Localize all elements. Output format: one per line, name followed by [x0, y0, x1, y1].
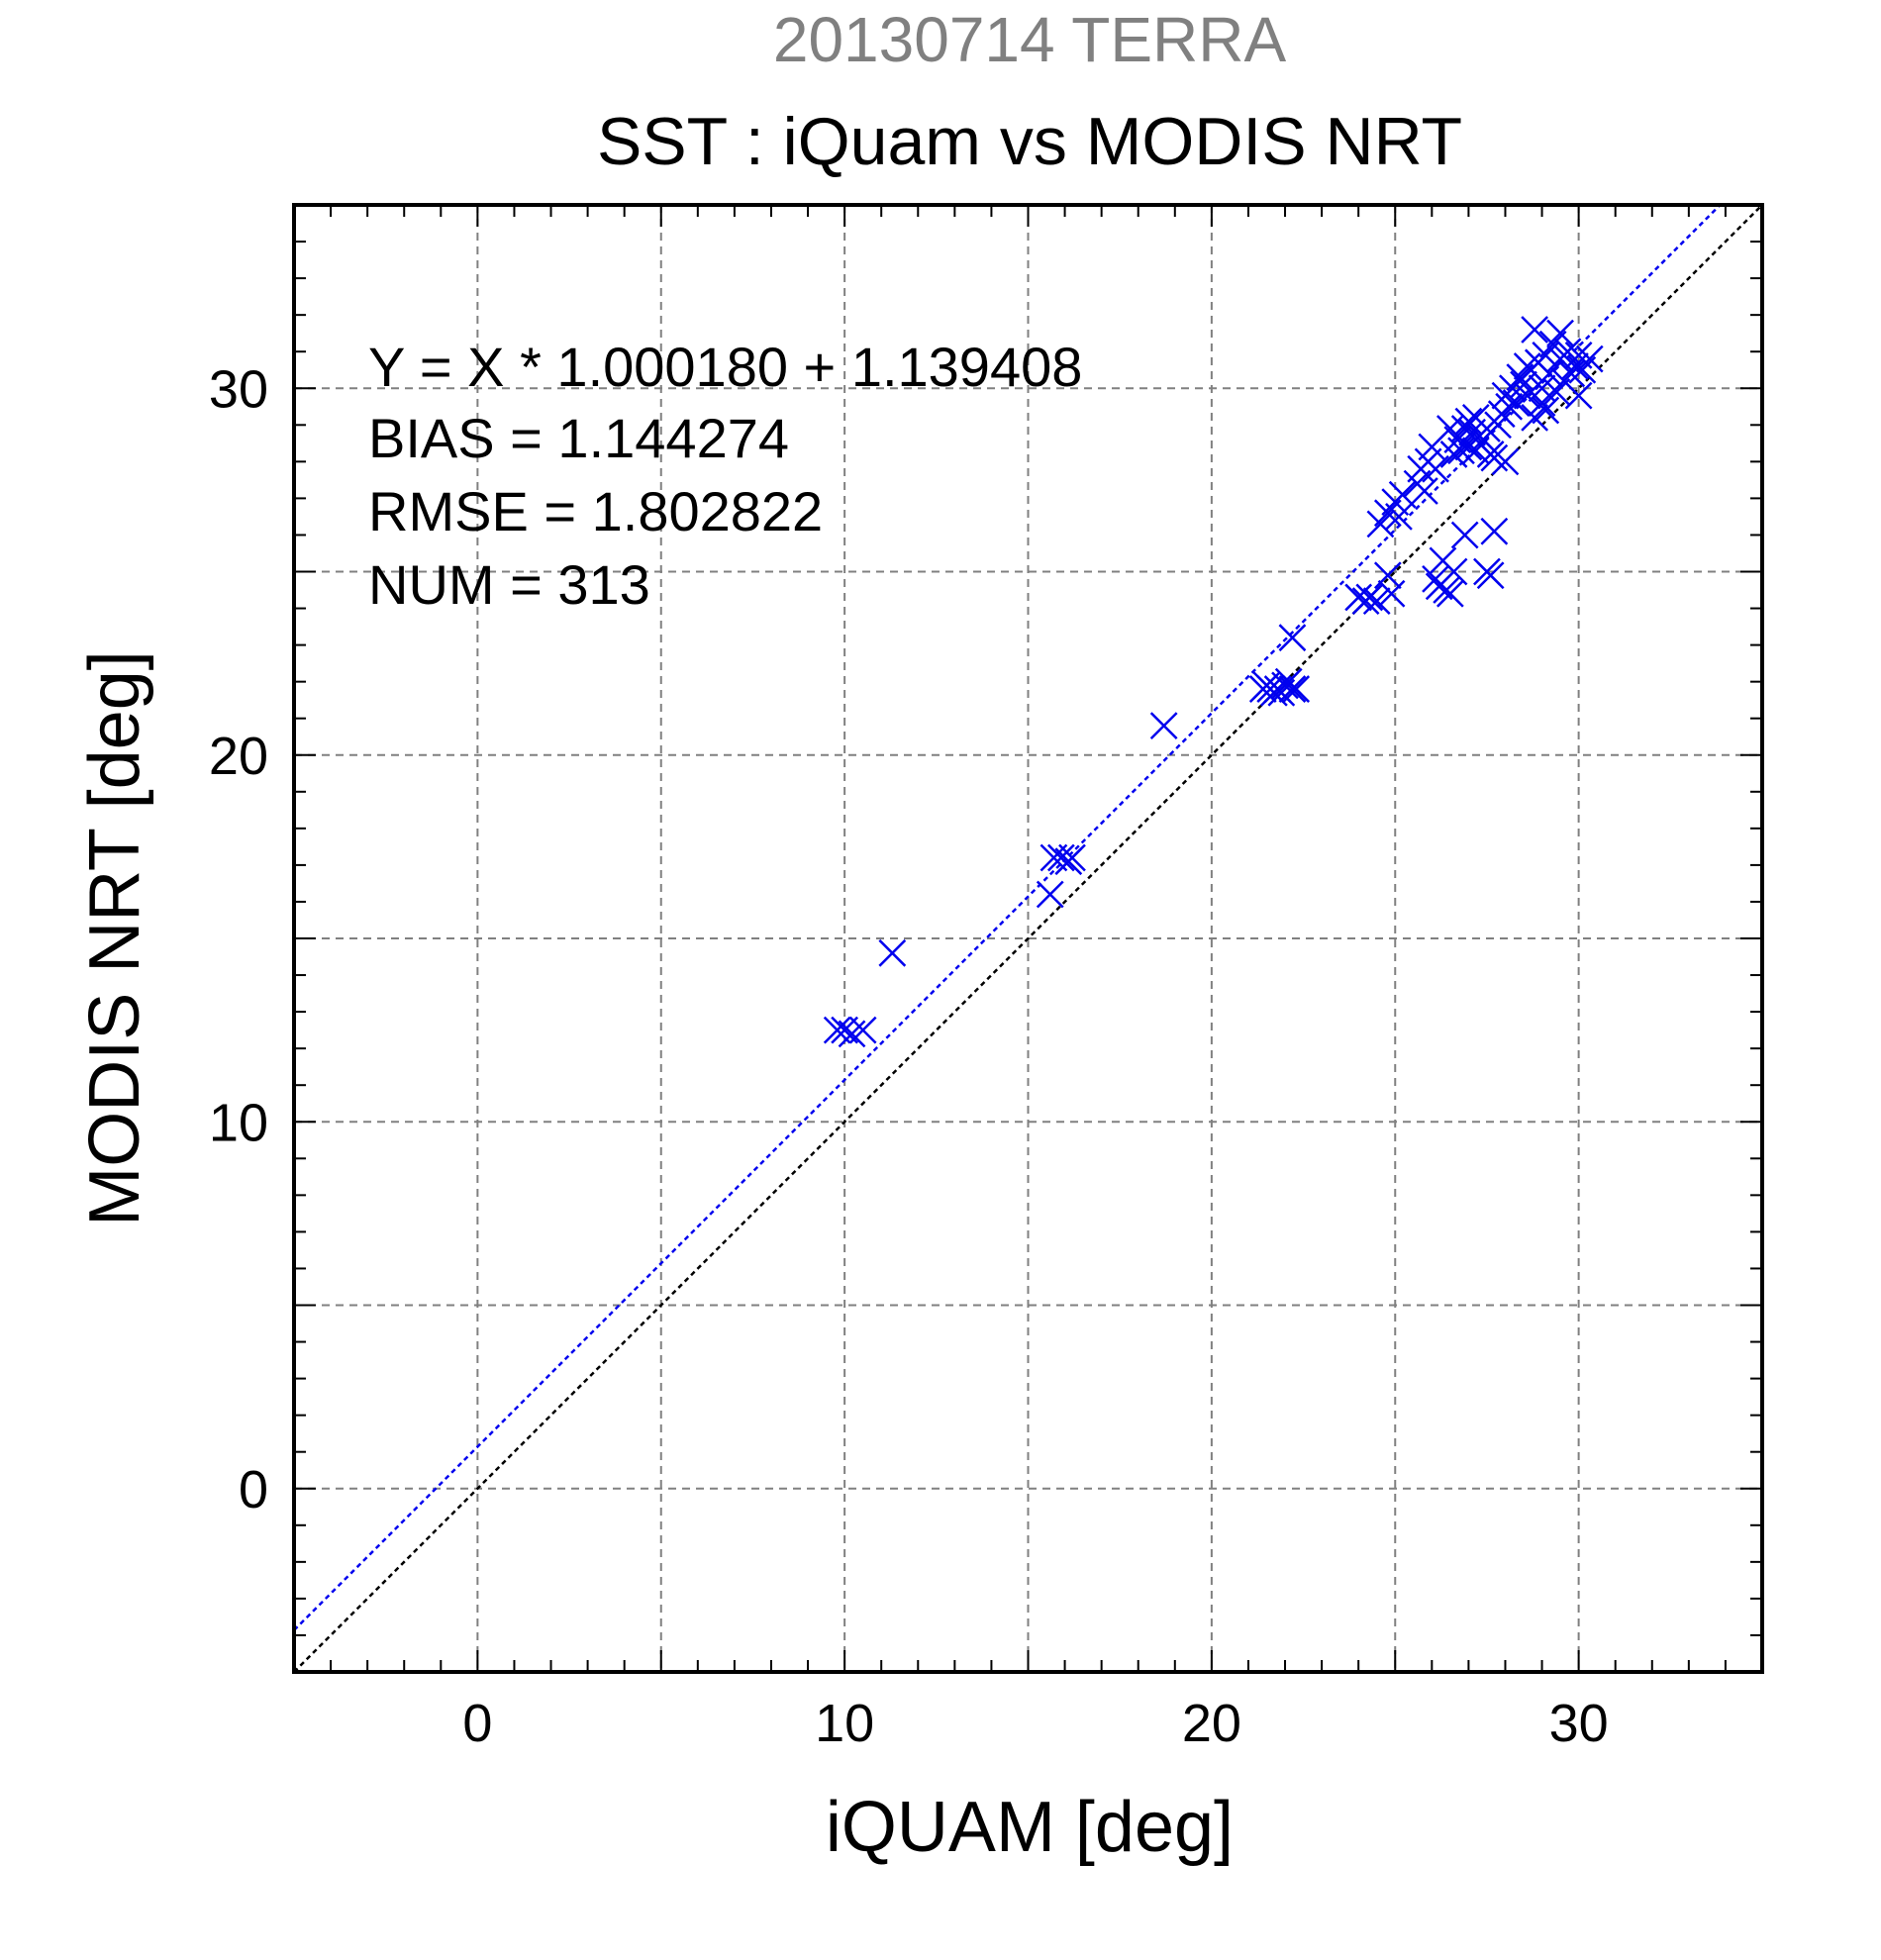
data-point — [1484, 411, 1512, 440]
y-tick-label: 30 — [209, 359, 268, 419]
data-point — [848, 1016, 877, 1044]
data-point — [1149, 712, 1178, 739]
x-tick-label: 30 — [1549, 1694, 1609, 1753]
data-point — [1535, 359, 1563, 388]
data-point — [1480, 517, 1509, 545]
data-point — [1532, 396, 1560, 425]
data-point — [1439, 557, 1468, 586]
data-point — [1564, 381, 1593, 410]
rmse-label: RMSE = 1.802822 — [368, 480, 823, 542]
data-point — [1476, 561, 1505, 590]
data-point — [1344, 583, 1373, 612]
chart-subtitle: SST : iQuam vs MODIS NRT — [597, 104, 1462, 179]
data-point — [1480, 443, 1509, 472]
data-point — [1278, 624, 1307, 652]
num-label: NUM = 313 — [368, 553, 650, 616]
data-point — [1411, 477, 1438, 505]
y-tick-labels: 0 10 20 30 — [209, 359, 268, 1519]
data-point — [878, 938, 907, 967]
data-point — [1046, 843, 1075, 872]
data-point — [1058, 843, 1086, 872]
data-point — [1491, 447, 1520, 476]
x-tick-labels: 0 10 20 30 — [462, 1694, 1608, 1753]
data-point — [1575, 344, 1604, 373]
data-point — [1450, 521, 1479, 549]
y-axis-label: MODIS NRT [deg] — [75, 650, 154, 1226]
data-point — [1495, 392, 1524, 421]
data-point — [1454, 407, 1483, 436]
data-point — [1373, 561, 1402, 590]
data-point — [1036, 880, 1064, 909]
data-point — [1278, 675, 1307, 703]
x-axis-label: iQUAM [deg] — [826, 1788, 1234, 1867]
grid-lines — [294, 205, 1762, 1672]
data-point — [1521, 316, 1549, 343]
x-tick-label: 10 — [815, 1694, 874, 1753]
data-point — [1422, 454, 1449, 483]
data-point — [1362, 587, 1391, 616]
data-point — [838, 1020, 866, 1048]
data-point — [1513, 381, 1541, 410]
y-tick-label: 20 — [209, 727, 268, 786]
x-tick-label: 20 — [1182, 1694, 1241, 1753]
plot-frame — [292, 203, 1764, 1674]
data-point — [1561, 352, 1589, 380]
y-tick-label: 0 — [239, 1460, 268, 1519]
data-point — [1377, 579, 1406, 608]
data-point — [1557, 359, 1586, 388]
stats-annotations: Y = X * 1.000180 + 1.139408 BIAS = 1.144… — [368, 336, 1082, 616]
bias-label: BIAS = 1.144274 — [368, 407, 789, 469]
data-point — [1282, 675, 1311, 703]
data-points — [823, 316, 1604, 1048]
chart-title: 20130714 TERRA — [773, 4, 1287, 75]
data-point — [1513, 352, 1541, 380]
x-tick-label: 0 — [462, 1694, 492, 1753]
regression-equation: Y = X * 1.000180 + 1.139408 — [368, 336, 1082, 398]
data-point — [1528, 389, 1556, 417]
y-tick-label: 10 — [209, 1093, 268, 1152]
data-point — [1546, 319, 1574, 347]
regression-line — [293, 204, 1722, 1631]
